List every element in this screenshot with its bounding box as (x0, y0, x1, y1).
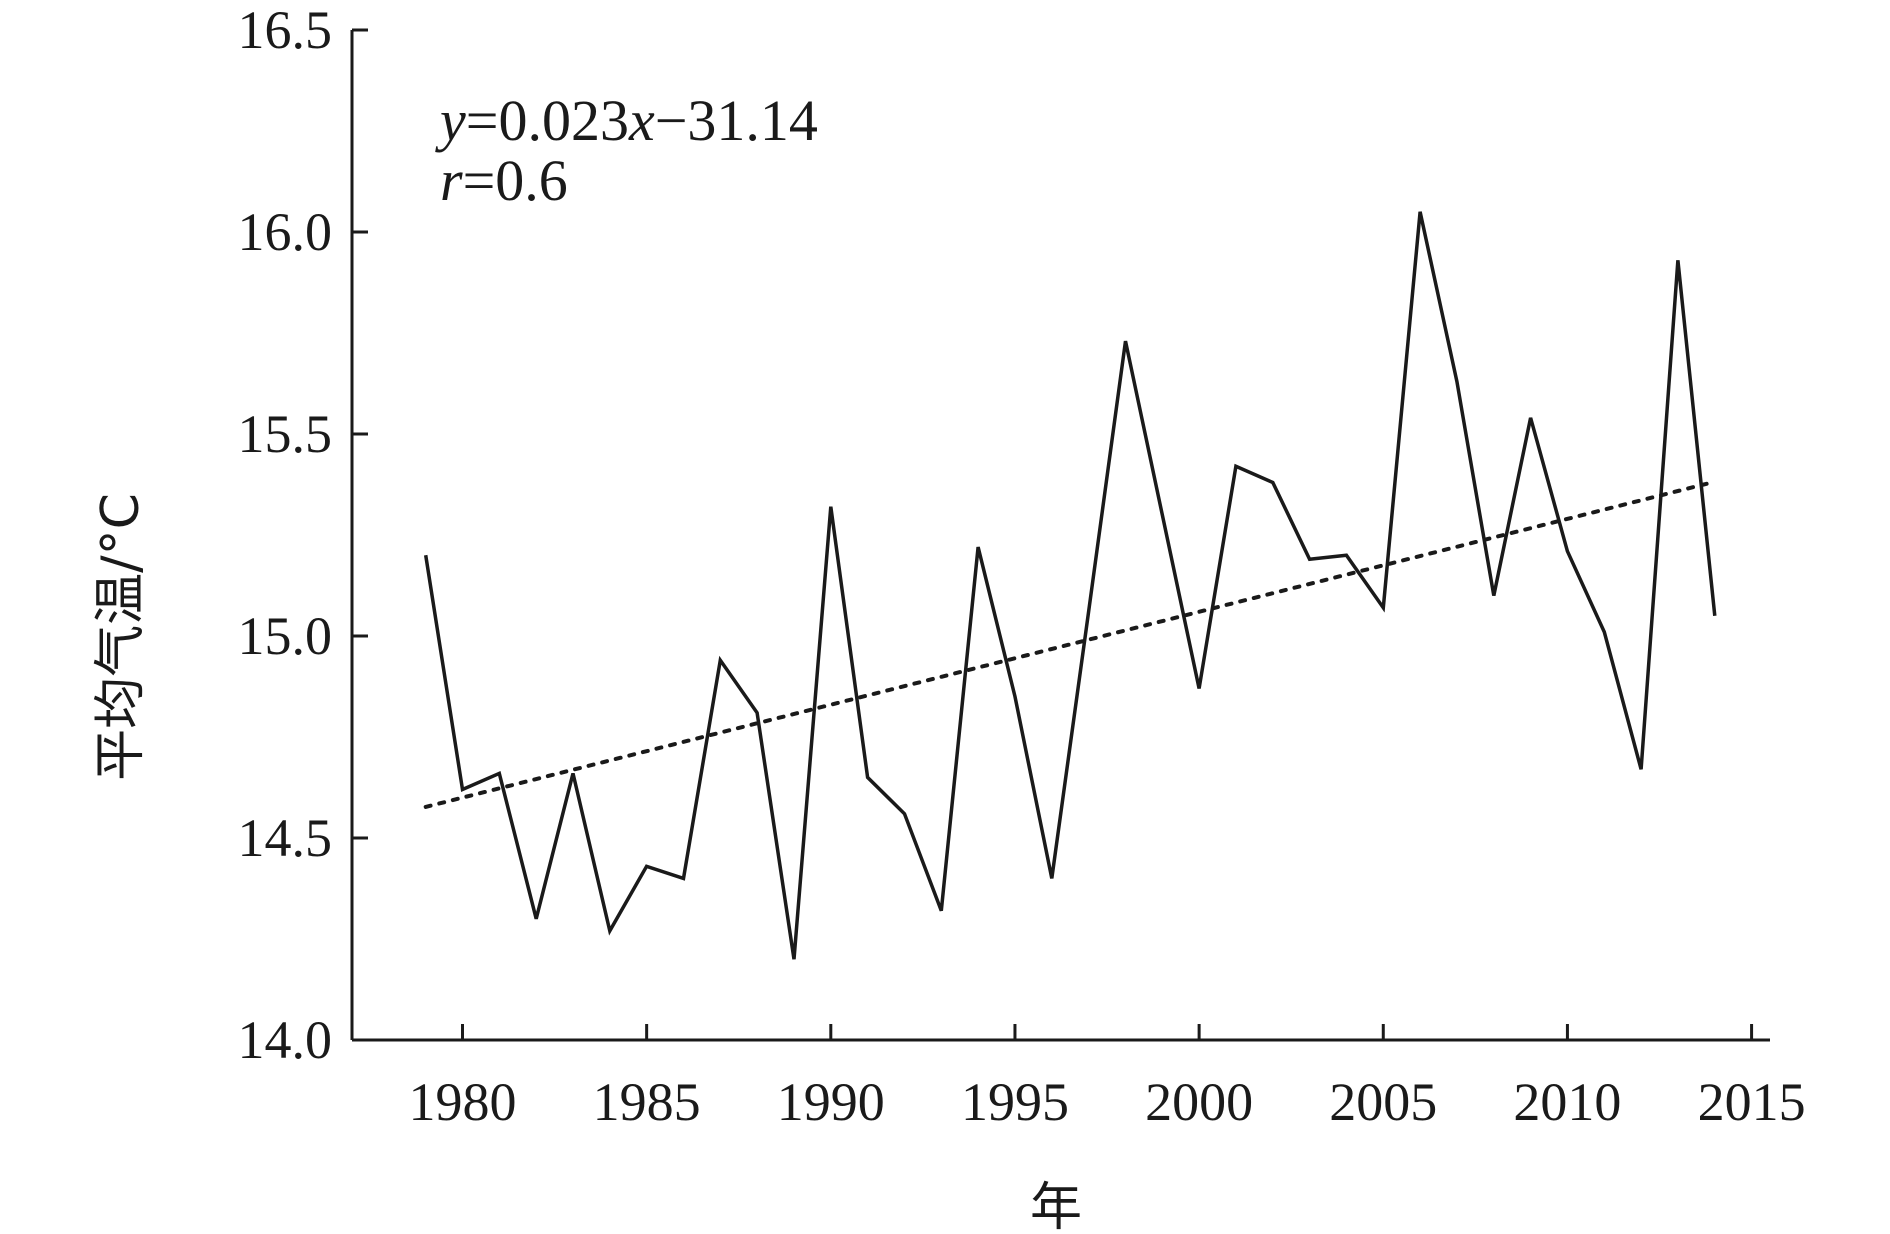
axes (350, 30, 1770, 1042)
series-layer (423, 211, 1717, 960)
y-tick-label: 14.0 (238, 1010, 333, 1070)
equation-y-var: y (435, 88, 466, 153)
x-tick-label: 1995 (961, 1072, 1069, 1132)
y-axis-ticks: 14.0 14.5 15.0 15.5 16.0 16.5 (238, 0, 368, 1070)
equation-intercept: −31.14 (655, 88, 818, 153)
correlation-coefficient: r=0.6 (440, 148, 568, 213)
equation-x-var: x (628, 88, 655, 153)
x-tick-label: 2000 (1145, 1072, 1253, 1132)
y-axis-title: 平均气温/°C (91, 493, 151, 781)
x-tick-label: 1980 (408, 1072, 516, 1132)
trend-line (423, 479, 1717, 809)
x-tick-label: 1985 (593, 1072, 701, 1132)
temperature-series-line (423, 211, 1717, 960)
x-axis-ticks: 1980 1985 1990 1995 2000 2005 2010 2015 (408, 1024, 1806, 1132)
x-tick-label: 2005 (1329, 1072, 1437, 1132)
equation-coef: =0.023 (466, 88, 629, 153)
y-tick-label: 15.5 (238, 404, 333, 464)
y-tick-label: 16.0 (238, 202, 333, 262)
x-tick-label: 1990 (777, 1072, 885, 1132)
x-tick-label: 2010 (1513, 1072, 1621, 1132)
x-tick-label: 2015 (1698, 1072, 1806, 1132)
r-symbol: r (440, 148, 463, 213)
y-tick-label: 16.5 (238, 0, 333, 60)
y-tick-label: 14.5 (238, 808, 333, 868)
y-tick-label: 15.0 (238, 606, 333, 666)
r-value: =0.6 (463, 148, 568, 213)
trend-equation: y=0.023x−31.14 (435, 88, 818, 153)
x-axis-title: 年 (1030, 1178, 1082, 1234)
